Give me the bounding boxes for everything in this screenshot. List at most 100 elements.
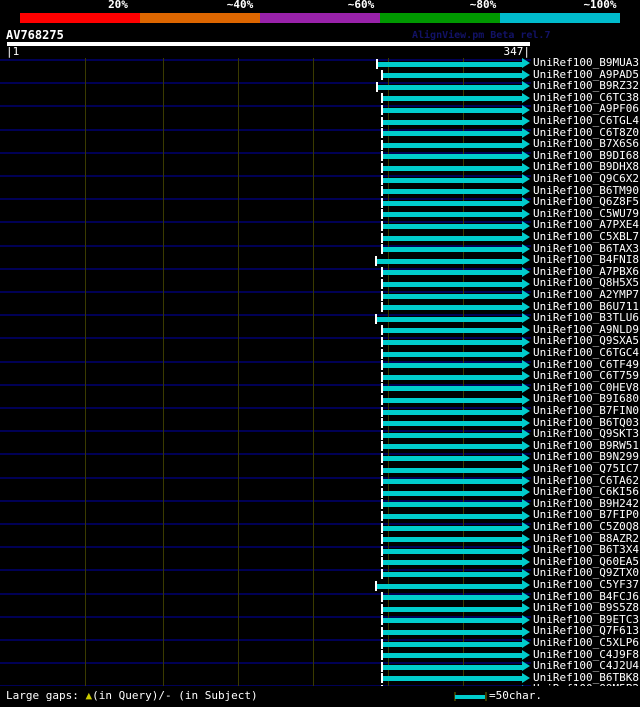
- hit-alignment-bar[interactable]: [383, 444, 522, 450]
- hit-alignment-bar[interactable]: [383, 513, 522, 519]
- hit-alignment-bar[interactable]: [383, 270, 522, 276]
- hit-alignment-bar[interactable]: [383, 397, 522, 403]
- alignment-row[interactable]: UniRef100_A2YMP7: [0, 289, 640, 302]
- alignment-row[interactable]: UniRef100_C0HEV8: [0, 381, 640, 395]
- alignment-row[interactable]: UniRef100_Q7F613: [0, 624, 640, 638]
- alignment-row[interactable]: UniRef100_C5XLP6: [0, 637, 640, 650]
- hit-accession-label[interactable]: UniRef100_C6TA62: [533, 473, 639, 487]
- hit-accession-label[interactable]: UniRef100_B4FCJ6: [533, 589, 639, 603]
- hit-accession-label[interactable]: UniRef100_B6T3X4: [533, 543, 639, 557]
- alignment-row[interactable]: UniRef100_C4J2U4: [0, 660, 640, 673]
- hit-alignment-bar[interactable]: [383, 386, 522, 392]
- hit-accession-label[interactable]: UniRef100_A9NLD9: [533, 322, 639, 336]
- hit-accession-label[interactable]: UniRef100_Q75IC7: [533, 462, 639, 475]
- alignment-row[interactable]: UniRef100_C4J9F8: [0, 647, 640, 662]
- hit-alignment-bar[interactable]: [383, 212, 522, 218]
- hit-accession-label[interactable]: UniRef100_Q60EA5: [533, 554, 639, 568]
- hit-alignment-bar[interactable]: [383, 131, 522, 137]
- hit-alignment-bar[interactable]: [383, 502, 522, 508]
- hit-accession-label[interactable]: UniRef100_C6TGC4: [533, 346, 639, 359]
- hit-accession-label[interactable]: UniRef100_B3TLU6: [533, 311, 639, 325]
- hit-accession-label[interactable]: UniRef100_C6TF49: [533, 357, 639, 371]
- alignment-row[interactable]: UniRef100_B9MUA3: [0, 58, 640, 70]
- hit-alignment-bar[interactable]: [383, 595, 522, 601]
- hit-accession-label[interactable]: UniRef100_B9H242: [533, 496, 639, 510]
- alignment-row[interactable]: UniRef100_C6KI56: [0, 486, 640, 499]
- hit-alignment-bar[interactable]: [383, 73, 522, 79]
- hit-accession-label[interactable]: UniRef100_B7X6S6: [533, 137, 639, 151]
- hit-alignment-bar[interactable]: [383, 525, 522, 531]
- hit-accession-label[interactable]: UniRef100_C6T8Z0: [533, 125, 639, 139]
- hit-accession-label[interactable]: UniRef100_B9DHX8: [533, 160, 639, 174]
- hit-alignment-bar[interactable]: [383, 641, 522, 647]
- alignment-row[interactable]: UniRef100_B6TQ03: [0, 416, 640, 430]
- alignment-row[interactable]: UniRef100_B6U711: [0, 300, 640, 314]
- hit-alignment-bar[interactable]: [383, 548, 522, 554]
- hit-accession-label[interactable]: UniRef100_B9MUA3: [533, 58, 639, 69]
- hit-accession-label[interactable]: UniRef100_B8AZR2: [533, 531, 639, 545]
- alignment-row[interactable]: UniRef100_C6TGL4: [0, 114, 640, 128]
- hit-accession-label[interactable]: UniRef100_C6TGL4: [533, 114, 639, 127]
- alignment-row[interactable]: UniRef100_C6TF49: [0, 357, 640, 372]
- hit-alignment-bar[interactable]: [383, 467, 522, 473]
- hit-alignment-bar[interactable]: [383, 189, 522, 195]
- hit-alignment-bar[interactable]: [383, 606, 522, 612]
- hit-alignment-bar[interactable]: [383, 339, 522, 345]
- hit-alignment-bar[interactable]: [383, 177, 522, 183]
- hit-accession-label[interactable]: UniRef100_A7PBX6: [533, 264, 639, 278]
- hit-alignment-bar[interactable]: [383, 629, 522, 635]
- hit-alignment-bar[interactable]: [383, 676, 522, 682]
- alignment-row[interactable]: UniRef100_B9RW51: [0, 439, 640, 453]
- hit-accession-label[interactable]: UniRef100_B7FIP0: [533, 508, 639, 522]
- alignment-row[interactable]: UniRef100_B9DI68: [0, 148, 640, 163]
- alignment-row[interactable]: UniRef100_B9N299: [0, 450, 640, 464]
- hit-accession-label[interactable]: UniRef100_Q7F613: [533, 624, 639, 638]
- hit-alignment-bar[interactable]: [383, 293, 522, 299]
- hit-accession-label[interactable]: UniRef100_C4J9F8: [533, 647, 639, 661]
- alignment-row[interactable]: UniRef100_A7PBX6: [0, 264, 640, 279]
- hit-accession-label[interactable]: UniRef100_C5XBL7: [533, 230, 639, 243]
- alignment-row[interactable]: UniRef100_C5WU79: [0, 206, 640, 221]
- hit-accession-label[interactable]: UniRef100_B9DI68: [533, 148, 639, 162]
- alignment-row[interactable]: UniRef100_Q9SXA5: [0, 334, 640, 348]
- alignment-row[interactable]: UniRef100_B7X6S6: [0, 137, 640, 151]
- hit-alignment-bar[interactable]: [383, 305, 522, 311]
- alignment-row[interactable]: UniRef100_B9H242: [0, 496, 640, 511]
- hit-accession-label[interactable]: UniRef100_C5WU79: [533, 206, 639, 220]
- hit-accession-label[interactable]: UniRef100_A7PXE4: [533, 218, 639, 232]
- hit-alignment-bar[interactable]: [383, 328, 522, 334]
- alignment-row[interactable]: UniRef100_B3TLU6: [0, 311, 640, 325]
- hit-accession-label[interactable]: UniRef100_Q9ZTX0: [533, 566, 639, 580]
- hit-alignment-bar[interactable]: [383, 363, 522, 369]
- hit-alignment-bar[interactable]: [383, 374, 522, 380]
- hit-accession-label[interactable]: UniRef100_B6TM90: [533, 183, 639, 197]
- hit-alignment-bar[interactable]: [383, 479, 522, 485]
- alignment-row[interactable]: UniRef100_B6TM90: [0, 183, 640, 198]
- hit-alignment-bar[interactable]: [383, 571, 522, 577]
- alignment-row[interactable]: UniRef100_C6T8Z0: [0, 125, 640, 140]
- alignment-row[interactable]: UniRef100_C6TGC4: [0, 346, 640, 360]
- hit-accession-label[interactable]: UniRef100_C6TC38: [533, 90, 639, 104]
- hit-accession-label[interactable]: UniRef100_B4FNI8: [533, 253, 639, 267]
- alignment-row[interactable]: UniRef100_C5XBL7: [0, 230, 640, 244]
- hit-accession-label[interactable]: UniRef100_Q9SXA5: [533, 334, 639, 348]
- alignment-row[interactable]: UniRef100_B8AZR2: [0, 531, 640, 546]
- hit-accession-label[interactable]: UniRef100_B9N299: [533, 450, 639, 464]
- hit-alignment-bar[interactable]: [383, 618, 522, 624]
- alignment-row[interactable]: UniRef100_A9PAD5: [0, 67, 640, 82]
- hit-alignment-bar[interactable]: [383, 409, 522, 415]
- hit-alignment-bar[interactable]: [383, 235, 522, 241]
- hit-rows-container[interactable]: UniRef100_B9MUA3 UniRef100_A9PAD5 UniRef10…: [0, 58, 640, 686]
- alignment-row[interactable]: UniRef100_Q8H5X5: [0, 277, 640, 290]
- alignment-row[interactable]: UniRef100_C6T759: [0, 370, 640, 383]
- hit-alignment-bar[interactable]: [383, 560, 522, 566]
- hit-alignment-bar[interactable]: [383, 490, 522, 496]
- hit-accession-label[interactable]: UniRef100_A9PAD5: [533, 67, 639, 81]
- hit-alignment-bar[interactable]: [383, 165, 522, 171]
- alignment-row[interactable]: UniRef100_C6TA62: [0, 473, 640, 488]
- alignment-row[interactable]: UniRef100_B6T3X4: [0, 543, 640, 557]
- alignment-row[interactable]: UniRef100_B9RZ32: [0, 79, 640, 93]
- hit-alignment-bar[interactable]: [383, 107, 522, 113]
- hit-alignment-bar[interactable]: [383, 432, 522, 438]
- hit-accession-label[interactable]: UniRef100_B9RZ32: [533, 79, 639, 93]
